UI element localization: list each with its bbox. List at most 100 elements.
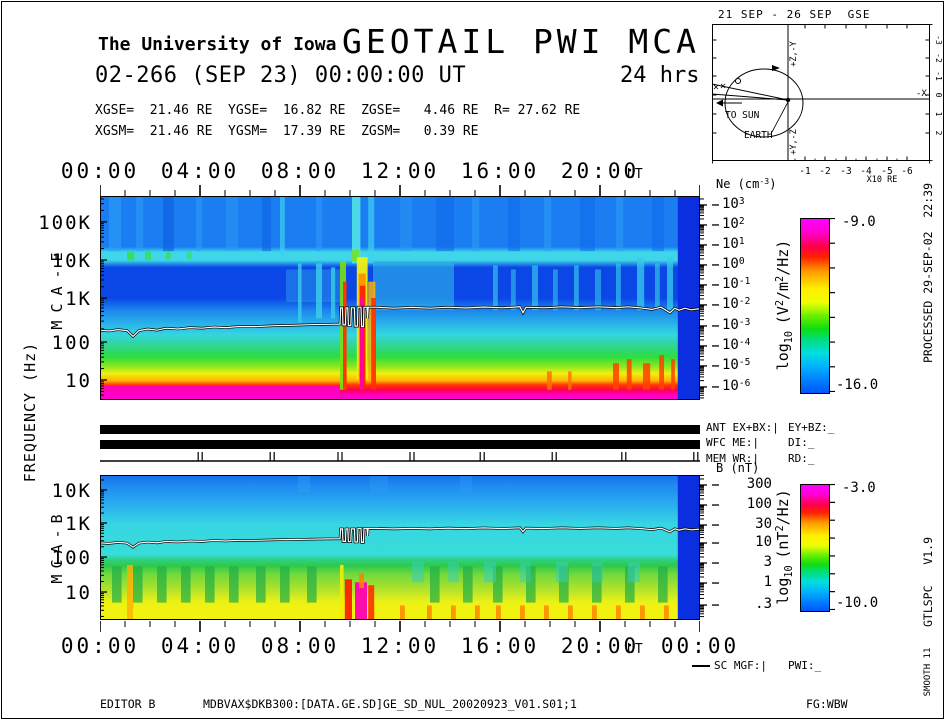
time-unit-top: UT xyxy=(627,167,643,182)
mem-status-label: MEM WR:| xyxy=(706,452,759,465)
orbit-ytick: -1 xyxy=(934,71,943,81)
date-label: 02-266 (SEP 23) 00:00:00 UT xyxy=(95,63,467,88)
orbit-xtick: -4 xyxy=(860,166,872,177)
time-unit-bottom: UT xyxy=(627,642,643,657)
orbit-plot: TO SUN EARTH +Z,-Y +Y,-Z -X -1 -2 -3 -4 … xyxy=(712,24,943,182)
b-tick: 30 xyxy=(755,516,772,532)
time-label: 20:00 xyxy=(560,634,640,658)
b-tick: .3 xyxy=(755,596,772,612)
trajectory-line-1 xyxy=(712,83,789,101)
wfc-coverage-bar xyxy=(100,440,700,449)
mem-coverage-line xyxy=(100,450,700,464)
tick-markers xyxy=(713,83,726,90)
freq-tick: 100 xyxy=(51,547,92,569)
ant-status-extra: EY+BZ:_ xyxy=(788,421,835,434)
orbit-box xyxy=(712,24,930,161)
orbit-xtick: -5 xyxy=(881,166,892,177)
institution-label: The University of Iowa xyxy=(98,34,337,55)
mca-e-spectrogram xyxy=(100,196,700,400)
ephemeris-gsm: XGSM= 21.46 RE YGSM= 17.39 RE ZGSM= 0.39… xyxy=(95,124,479,139)
freq-tick: 10K xyxy=(51,480,92,502)
ne-tick: 10-4 xyxy=(722,336,751,353)
colorbar-e-label: log10(V2/m2/Hz) xyxy=(774,239,795,371)
top-tick-axis xyxy=(100,183,700,196)
orbit-x-unit: X10 RE xyxy=(867,175,898,182)
freq-tick: 10 xyxy=(65,370,92,392)
b-tick: 1 xyxy=(763,574,772,590)
ne-tick: 103 xyxy=(722,195,745,212)
editor-label: EDITOR B xyxy=(100,697,156,711)
orbit-right-axis-label: -X xyxy=(916,89,927,99)
orbit-ytick: 2 xyxy=(934,131,943,136)
time-label: 12:00 xyxy=(360,634,440,658)
orbit-bottom-axis-label: +Y,-Z xyxy=(789,129,799,155)
time-label: 16:00 xyxy=(460,634,540,658)
time-label: 16:00 xyxy=(460,159,540,183)
file-path: MDBVAX$DKB300:[DATA.GE.SD]GE_SD_NUL_2002… xyxy=(203,697,577,711)
ne-tick: 102 xyxy=(722,215,745,232)
freq-tick: 1K xyxy=(65,288,92,310)
smooth-note: SMOOTH 11 xyxy=(923,647,933,697)
ne-tick: 10-5 xyxy=(722,356,751,373)
freq-tick: 10 xyxy=(65,582,92,604)
orbit-direction-arrow xyxy=(772,65,780,71)
earth-label: EARTH xyxy=(744,130,773,141)
b-tick: 3 xyxy=(763,554,772,570)
b-tick: 100 xyxy=(746,496,772,512)
time-label: 20:00 xyxy=(560,159,640,183)
b-scale-title: B (nT) xyxy=(716,461,760,475)
ant-coverage-bar xyxy=(100,425,700,434)
ne-tick: 10-3 xyxy=(722,316,751,333)
time-label: 08:00 xyxy=(260,634,340,658)
orbit-ytick: 0 xyxy=(934,93,943,98)
earth-marker xyxy=(785,97,791,103)
time-label: 04:00 xyxy=(160,634,240,658)
mca-b-spectrogram xyxy=(100,475,700,620)
orbit-top-axis-label: +Z,-Y xyxy=(789,41,799,67)
ne-tick: 100 xyxy=(722,255,745,272)
ne-tick-strip xyxy=(700,196,722,400)
orbit-xtick: -3 xyxy=(840,166,851,177)
colorbar-b xyxy=(800,484,830,612)
orbit-xtick: -6 xyxy=(901,166,913,177)
ne-tick: 10-6 xyxy=(722,377,751,394)
frequency-axis-label: FREQUENCY (Hz) xyxy=(21,341,39,483)
colorbar-b-label: log10(nT2/Hz) xyxy=(774,489,795,605)
wfc-status-extra: DI:_ xyxy=(788,436,815,449)
time-label: 00:00 xyxy=(60,159,140,183)
time-label: 12:00 xyxy=(360,159,440,183)
processed-note: PROCESSED 29-SEP-02 22:39 xyxy=(921,182,935,364)
wfc-status-label: WFC ME:| xyxy=(706,436,759,449)
duration-label: 24 hrs xyxy=(620,63,700,88)
to-sun-label: TO SUN xyxy=(725,110,760,121)
colorbar-b-min: -10.0 xyxy=(836,595,879,611)
orbit-xtick: -1 xyxy=(799,166,811,177)
ne-tick: 10-2 xyxy=(722,295,751,312)
bottom-tick-axis xyxy=(100,621,700,634)
colorbar-e-ticks xyxy=(829,218,841,392)
mem-status-extra: RD:_ xyxy=(788,452,815,465)
orbit-xtick: -2 xyxy=(819,166,830,177)
colorbar-e-min: -16.0 xyxy=(836,377,879,393)
orbit-ytick: -3 xyxy=(934,35,943,45)
ne-scale-title: Ne (cm-3) xyxy=(716,176,777,191)
time-label-end: 00:00 xyxy=(660,634,740,658)
b-tick-strip xyxy=(700,475,722,620)
colorbar-e-max: -9.0 xyxy=(842,214,876,230)
ne-tick: 10-1 xyxy=(722,275,751,292)
b-tick: 10 xyxy=(755,534,772,550)
colorbar-e xyxy=(800,218,830,394)
earth-pointer-line xyxy=(771,101,789,133)
version-note: GTLSPC V1.9 xyxy=(921,536,935,628)
sc-line-stub xyxy=(692,665,710,667)
fg-label: FG:WBW xyxy=(806,697,848,711)
freq-tick: 100K xyxy=(38,212,92,234)
orbit-title: 21 SEP - 26 SEP GSE xyxy=(718,8,871,21)
orbit-ytick: -2 xyxy=(934,53,943,63)
freq-tick: 100 xyxy=(51,332,92,354)
time-label: 04:00 xyxy=(160,159,240,183)
sc-mgf-label: SC MGF:| xyxy=(714,659,767,672)
trajectory-line-2 xyxy=(712,93,789,101)
time-label: 00:00 xyxy=(60,634,140,658)
